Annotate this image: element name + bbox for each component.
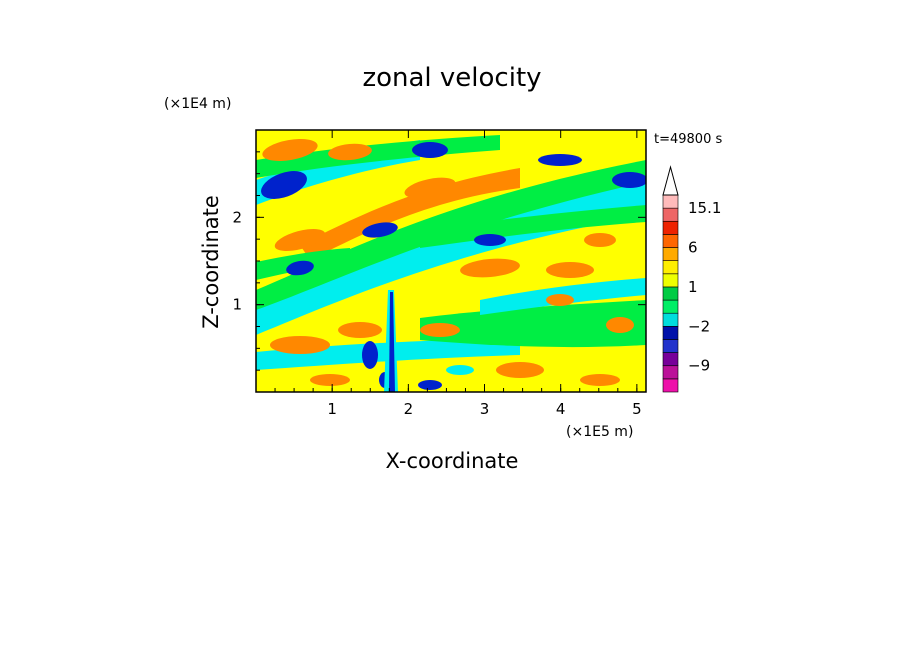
colorbar-swatch <box>662 365 679 380</box>
field-blob <box>404 177 456 199</box>
colorbar-swatch <box>662 312 679 327</box>
colorbar-swatch <box>662 260 679 275</box>
colorbar-swatch <box>662 286 679 301</box>
colorbar-swatch <box>662 220 679 235</box>
y-tick-label: 1 <box>232 296 242 314</box>
colorbar-swatch <box>662 234 679 248</box>
contour-field <box>256 130 646 392</box>
field-blob <box>328 143 372 161</box>
x-axis-label: X-coordinate <box>386 449 519 473</box>
field-blob <box>584 233 616 247</box>
field-blob <box>580 374 620 386</box>
x-tick-label: 3 <box>480 400 490 418</box>
time-label: t=49800 s <box>654 132 722 147</box>
colorbar-swatch <box>662 194 679 209</box>
field-blob <box>418 380 442 390</box>
colorbar-swatch <box>662 326 679 340</box>
field-blob <box>538 154 582 166</box>
colorbar-label: −2 <box>688 317 710 335</box>
field-band <box>300 168 520 260</box>
x-tick-label: 1 <box>327 400 337 418</box>
field-blob <box>474 234 506 246</box>
colorbar-label: 15.1 <box>688 199 721 217</box>
field-blob <box>612 172 646 188</box>
colorbar-swatch <box>662 339 679 353</box>
field-band <box>420 300 646 348</box>
y-tick-label: 2 <box>232 208 242 226</box>
field-blob <box>274 229 326 251</box>
colorbar-swatch <box>662 207 679 222</box>
colorbar-swatch <box>662 352 679 367</box>
x-tick-label: 4 <box>556 400 566 418</box>
colorbar-label: 1 <box>688 278 698 296</box>
field-blob <box>460 258 520 278</box>
colorbar-label: 6 <box>688 239 698 257</box>
field-blob <box>286 260 314 276</box>
x-unit-label: (×1E5 m) <box>566 424 633 440</box>
y-axis-label: Z-coordinate <box>199 195 223 329</box>
field-blob <box>362 341 378 369</box>
colorbar-swatch <box>662 247 679 261</box>
field-blob <box>412 142 448 158</box>
y-axis: 12 <box>232 151 646 371</box>
x-axis: 1 2 3 4 5 <box>274 130 642 418</box>
field-blob <box>262 139 318 161</box>
field-blob <box>338 322 382 338</box>
field-blob <box>496 362 544 378</box>
field-blob <box>261 171 307 199</box>
field-blob <box>606 317 634 333</box>
colorbar-arrow <box>662 165 679 196</box>
colorbar-swatch <box>662 299 679 314</box>
field-blob <box>446 365 474 375</box>
colorbar-swatch <box>662 378 679 393</box>
field-blob <box>546 294 574 306</box>
colorbar: 15.1 6 1 −2 −9 <box>662 165 721 393</box>
colorbar-swatch <box>662 273 679 288</box>
x-tick-label: 2 <box>404 400 414 418</box>
field-blob <box>362 222 398 238</box>
field-blob <box>546 262 594 278</box>
colorbar-label: −9 <box>688 357 710 375</box>
y-unit-label: (×1E4 m) <box>164 96 231 112</box>
field-jet-core <box>389 292 395 392</box>
field-blob <box>420 323 460 337</box>
field-blob <box>310 374 350 386</box>
x-tick-label: 5 <box>632 400 642 418</box>
chart-title: zonal velocity <box>362 63 541 93</box>
field-blob <box>270 336 330 354</box>
